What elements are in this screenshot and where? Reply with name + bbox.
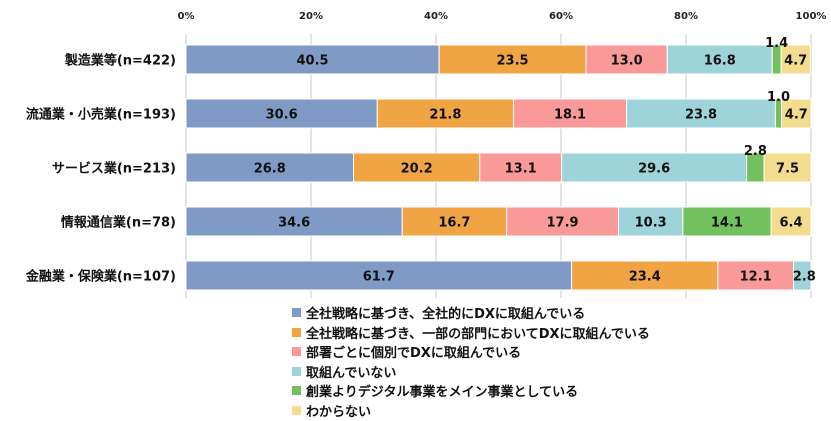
data-label: 1.0: [767, 90, 790, 105]
data-label: 20.2: [401, 162, 433, 177]
bar-segment: [666, 44, 773, 75]
x-tick-label: 100%: [796, 11, 827, 22]
data-label: 18.1: [554, 108, 586, 123]
legend-item: 創業よりデジタル事業をメイン事業としている: [292, 381, 650, 401]
data-label: 4.7: [785, 108, 808, 123]
bar-segment: [185, 260, 573, 291]
legend-label: 創業よりデジタル事業をメイン事業としている: [306, 385, 579, 401]
bar-segment: [763, 152, 812, 183]
data-label: 40.5: [297, 54, 329, 69]
legend-label: 取組んでいない: [306, 365, 397, 381]
bar-segment: [185, 152, 354, 183]
data-label: 17.9: [547, 216, 579, 231]
data-label: 10.3: [635, 216, 667, 231]
bar-segment: [780, 44, 811, 75]
category-label: 金融業・保険業(n=107): [25, 269, 176, 285]
legend-swatch: [292, 386, 301, 396]
legend: 全社戦略に基づき、全社的にDXに取組んでいる全社戦略に基づき、一部の部門において…: [292, 303, 650, 420]
bar-segment: [353, 152, 481, 183]
legend-item: 全社戦略に基づき、一部の部門においてDXに取組んでいる: [292, 323, 650, 343]
bar-segment: [793, 260, 812, 291]
category-labels: 製造業等(n=422) 流通業・小売業(n=193) サービス業(n=213) 情報通…: [25, 53, 176, 285]
category-label: 流通業・小売業(n=193): [26, 107, 176, 123]
data-label: 14.1: [711, 216, 743, 231]
category-label: 情報通信業(n=78): [61, 215, 176, 231]
category-label: サービス業(n=213): [52, 161, 176, 177]
data-label: 13.1: [505, 162, 537, 177]
legend-item: 取組んでいない: [292, 362, 650, 382]
x-tick-label: 0%: [178, 11, 195, 22]
bar-segment: [618, 206, 684, 237]
data-label: 2.8: [793, 270, 816, 285]
data-label: 30.6: [266, 108, 298, 123]
legend-swatch: [292, 308, 301, 318]
x-axis-ticks: 0% 20% 40% 60% 80% 100%: [178, 11, 827, 22]
bar-segment: [185, 44, 440, 75]
bar-segment: [438, 44, 587, 75]
data-label: 4.7: [784, 54, 807, 69]
data-label: 21.8: [429, 108, 461, 123]
data-label: 26.8: [254, 162, 286, 177]
x-tick-label: 20%: [299, 11, 323, 22]
bar-segment: [506, 206, 619, 237]
legend-swatch: [292, 366, 301, 376]
bar-segment: [513, 98, 628, 129]
bar-segment: [561, 152, 748, 183]
data-label: 1.4: [765, 36, 788, 51]
category-label: 製造業等(n=422): [64, 53, 176, 69]
bars: [185, 44, 812, 291]
data-label: 23.8: [685, 108, 717, 123]
data-label: 16.8: [704, 54, 736, 69]
legend-swatch: [292, 327, 301, 337]
legend-swatch: [292, 405, 301, 415]
legend-item: 全社戦略に基づき、全社的にDXに取組んでいる: [292, 303, 650, 323]
bar-segment: [185, 98, 378, 129]
bar-segment: [479, 152, 563, 183]
data-label: 23.5: [497, 54, 529, 69]
bar-segment: [185, 206, 403, 237]
data-label: 29.6: [638, 162, 670, 177]
legend-label: 全社戦略に基づき、一部の部門においてDXに取組んでいる: [306, 326, 650, 342]
bar-segment: [717, 260, 794, 291]
data-label: 2.8: [744, 144, 767, 159]
legend-label: 全社戦略に基づき、全社的にDXに取組んでいる: [306, 307, 586, 323]
data-label: 6.4: [779, 216, 802, 231]
x-tick-label: 80%: [674, 11, 698, 22]
legend-swatch: [292, 347, 301, 357]
x-tick-label: 60%: [549, 11, 573, 22]
legend-label: わからない: [306, 404, 372, 420]
data-labels: 40.5 23.5 13.0 16.8 1.4 4.7 30.6 21.8 18.1 23.8 1.…: [254, 36, 816, 285]
data-label: 16.7: [438, 216, 470, 231]
bar-segment: [770, 206, 812, 237]
bar-segment: [585, 44, 668, 75]
x-tick-label: 40%: [424, 11, 448, 22]
legend-item: わからない: [292, 401, 650, 421]
bar-segment: [571, 260, 719, 291]
data-label: 61.7: [363, 270, 395, 285]
legend-label: 部署ごとに個別でDXに取組んでいる: [306, 346, 522, 362]
data-label: 12.1: [740, 270, 772, 285]
legend-item: 部署ごとに個別でDXに取組んでいる: [292, 342, 650, 362]
bar-segment: [781, 98, 812, 129]
data-label: 34.6: [278, 216, 310, 231]
data-label: 13.0: [611, 54, 643, 69]
data-label: 7.5: [776, 162, 799, 177]
data-label: 23.4: [629, 270, 661, 285]
